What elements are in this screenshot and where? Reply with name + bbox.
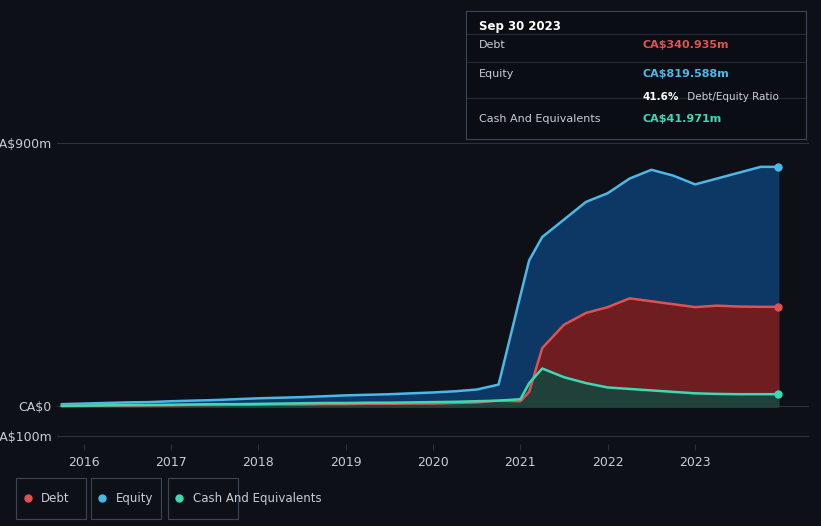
Text: Debt: Debt <box>41 492 70 505</box>
Text: Debt/Equity Ratio: Debt/Equity Ratio <box>684 92 778 102</box>
Text: CA$41.971m: CA$41.971m <box>643 114 722 124</box>
Text: CA$340.935m: CA$340.935m <box>643 40 729 50</box>
Text: Cash And Equivalents: Cash And Equivalents <box>479 114 601 124</box>
Text: 41.6%: 41.6% <box>643 92 679 102</box>
Text: Equity: Equity <box>116 492 154 505</box>
Text: Cash And Equivalents: Cash And Equivalents <box>193 492 321 505</box>
Text: Debt: Debt <box>479 40 506 50</box>
Text: CA$819.588m: CA$819.588m <box>643 68 729 78</box>
Text: Sep 30 2023: Sep 30 2023 <box>479 19 561 33</box>
Text: Equity: Equity <box>479 68 515 78</box>
